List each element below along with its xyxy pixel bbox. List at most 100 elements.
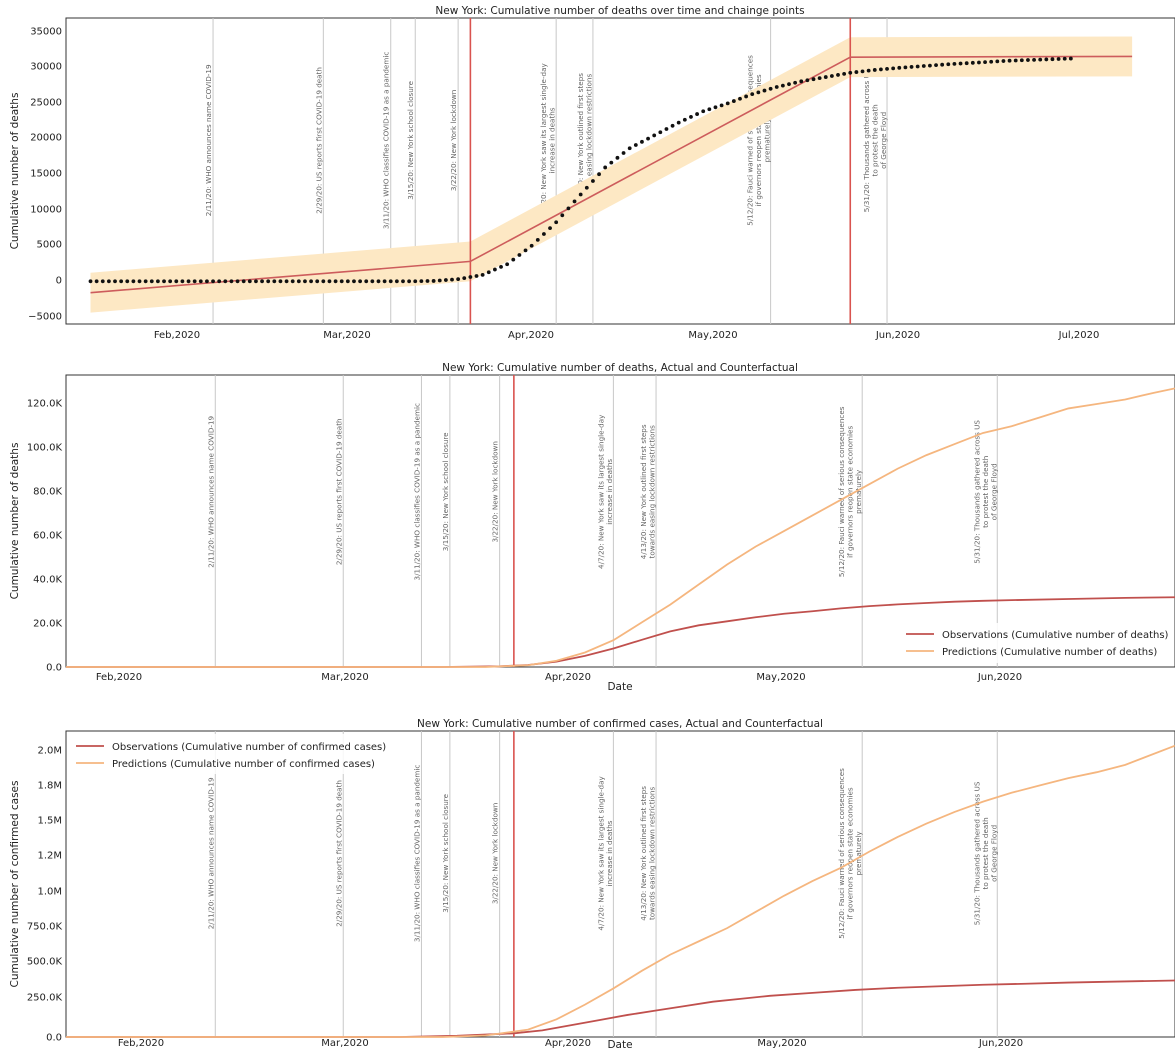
actual-point xyxy=(529,243,534,248)
actual-point xyxy=(689,115,693,119)
x-tick-label: Jul,2020 xyxy=(1058,330,1100,341)
actual-point xyxy=(254,279,258,284)
actual-point xyxy=(995,59,1000,64)
actual-point xyxy=(284,279,289,284)
x-tick-label: Feb,2020 xyxy=(118,1038,164,1049)
event-label-line: increase in deaths xyxy=(548,107,557,173)
actual-point xyxy=(958,61,963,66)
actual-point xyxy=(609,160,614,165)
y-tick-label: 15000 xyxy=(30,169,62,180)
event-label-line: 5/31/20: Thousands gathered across US xyxy=(862,68,871,212)
actual-point xyxy=(670,123,675,128)
actual-point xyxy=(903,65,908,70)
actual-point xyxy=(836,73,840,77)
y-ticks: 35000 30000 25000 20000 15000 10000 5000 0 −5000 xyxy=(28,27,62,323)
trend-lines xyxy=(90,55,1133,294)
confidence-band xyxy=(90,36,1133,313)
event-label: 4/13/20: New York outlined first stepsto… xyxy=(639,786,657,921)
legend-label-observations: Observations (Cumulative number of confi… xyxy=(112,742,386,753)
event-label: 3/22/20: New York lockdown xyxy=(449,90,458,192)
actual-point xyxy=(793,80,798,85)
actual-point xyxy=(909,65,914,69)
actual-point xyxy=(192,279,197,284)
event-label-line: prematurely xyxy=(854,469,863,514)
actual-point xyxy=(572,199,577,204)
event-label-line: 5/12/20: Fauci warned of serious consequ… xyxy=(837,406,846,577)
actual-point xyxy=(394,279,399,284)
actual-point xyxy=(725,101,730,106)
actual-point xyxy=(542,232,546,236)
actual-point xyxy=(719,103,724,108)
actual-point xyxy=(474,274,479,278)
actual-point xyxy=(799,79,804,84)
trend-line xyxy=(90,55,1133,294)
event-label-line: of George Floyd xyxy=(879,112,888,169)
actual-point xyxy=(339,279,344,284)
event-label-line: 2/29/20: US reports first COVID-19 death xyxy=(314,67,323,214)
actual-point xyxy=(113,279,117,284)
actual-point xyxy=(560,213,565,218)
event-label-line: 2/11/20: WHO announces name COVID-19 xyxy=(206,415,215,567)
actual-point xyxy=(731,99,736,103)
y-tick-label: 1.5M xyxy=(37,816,62,827)
actual-point xyxy=(817,76,822,81)
actual-point xyxy=(1007,58,1012,63)
event-label-line: 4/7/20: New York saw its largest single-… xyxy=(596,414,605,569)
event-label: 3/22/20: New York lockdown xyxy=(491,441,500,543)
actual-point xyxy=(780,83,785,88)
actual-point xyxy=(364,279,369,284)
event-label: 2/29/20: US reports first COVID-19 death xyxy=(334,418,343,565)
actual-point xyxy=(156,279,160,284)
y-ticks: 120.0K 100.0K 80.0K 60.0K 40.0K 20.0K 0.0 xyxy=(27,399,63,674)
y-axis-label: Cumulative number of deaths xyxy=(9,443,21,600)
y-tick-label: 2.0M xyxy=(37,746,62,757)
actual-point xyxy=(860,69,865,74)
event-label-line: if governors reopen state economies xyxy=(846,787,855,919)
actual-point xyxy=(180,279,185,284)
event-label-line: increase in deaths xyxy=(605,459,614,525)
actual-point xyxy=(897,65,902,70)
actual-point xyxy=(879,67,883,72)
y-tick-label: 0 xyxy=(56,276,62,287)
y-tick-label: 250.0K xyxy=(27,993,63,1004)
panel-deaths-counterfactual: New York: Cumulative number of deaths, A… xyxy=(9,362,1175,693)
x-ticks: Feb,2020 Mar,2020 Apr,2020 May,2020 Jun,2020 xyxy=(96,672,1022,683)
actual-point xyxy=(970,60,975,65)
actual-point xyxy=(272,279,277,284)
actual-point xyxy=(125,279,130,284)
predictions-line xyxy=(66,744,1175,1038)
actual-point xyxy=(278,279,283,284)
actual-point xyxy=(260,279,264,284)
actual-point xyxy=(891,66,896,71)
y-tick-label: 80.0K xyxy=(33,487,62,498)
actual-point xyxy=(768,86,773,91)
actual-point xyxy=(480,272,485,277)
legend: Observations (Cumulative number of death… xyxy=(896,623,1172,663)
event-label-line: towards easing lockdown restrictions xyxy=(584,74,593,208)
y-tick-label: 30000 xyxy=(30,62,62,73)
actual-point xyxy=(805,78,810,83)
y-tick-label: 0.0 xyxy=(46,1033,62,1044)
actual-point xyxy=(885,66,889,71)
actual-point xyxy=(1056,57,1061,61)
chart-title: New York: Cumulative number of confirmed… xyxy=(417,718,823,730)
actual-point xyxy=(309,279,313,284)
event-label-line: 5/31/20: Thousands gathered across US xyxy=(972,420,981,564)
y-tick-label: 20.0K xyxy=(33,619,62,630)
x-tick-label: May,2020 xyxy=(688,330,737,341)
x-tick-label: Apr,2020 xyxy=(545,672,591,683)
predictions-line xyxy=(66,387,1175,668)
actual-point xyxy=(143,279,148,284)
chart-title: New York: Cumulative number of deaths, A… xyxy=(442,362,798,374)
actual-point xyxy=(443,278,448,282)
actual-point xyxy=(964,61,969,66)
actual-point xyxy=(235,279,240,284)
actual-point xyxy=(707,107,712,112)
actual-point xyxy=(915,64,920,69)
actual-point xyxy=(578,192,583,197)
event-label: 5/31/20: Thousands gathered across USto … xyxy=(972,420,998,564)
actual-point xyxy=(1001,59,1006,63)
actual-point xyxy=(119,279,124,284)
actual-point xyxy=(358,279,362,284)
x-axis-label: Date xyxy=(607,1039,632,1051)
